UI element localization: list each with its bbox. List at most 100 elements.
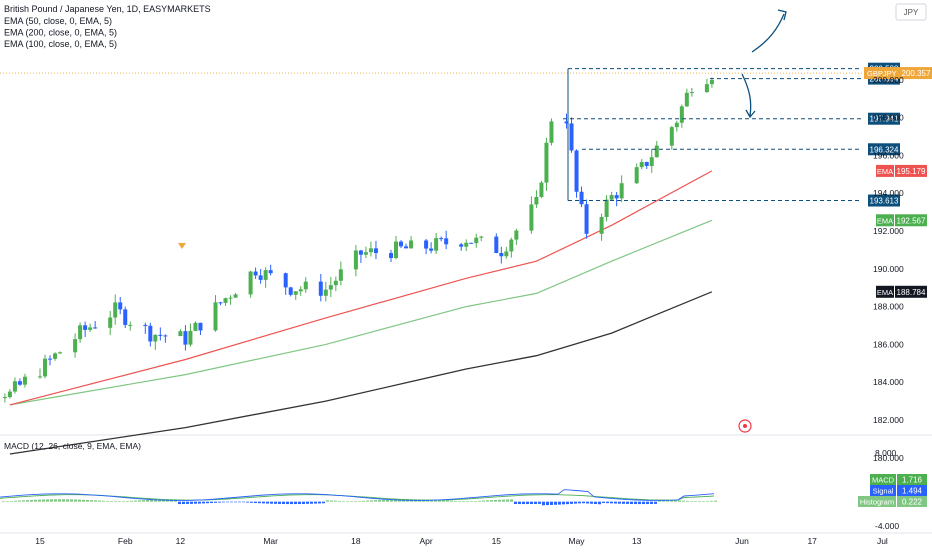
macd-tag <box>870 474 896 485</box>
macd-hist-bar <box>390 499 393 502</box>
macd-hist-bar <box>106 501 109 502</box>
macd-hist-bar <box>502 499 505 502</box>
candle-body <box>619 183 624 199</box>
candle-body <box>604 199 609 217</box>
candle-body <box>529 204 534 231</box>
candle-body <box>88 327 93 330</box>
down-arrow <box>741 73 752 117</box>
macd-hist-bar <box>462 501 465 502</box>
macd-hist-bar <box>386 499 389 502</box>
macd-hist-bar <box>54 499 57 502</box>
candle-body <box>544 142 549 183</box>
down-arrow-head <box>745 109 756 119</box>
candle-body <box>58 352 63 354</box>
macd-hist-bar <box>266 501 269 504</box>
macd-hist-bar <box>434 499 437 502</box>
candle-body <box>73 339 78 353</box>
macd-hist-bar <box>18 500 21 502</box>
macd-hist-bar <box>150 499 153 502</box>
x-tick-label: Mar <box>263 536 278 546</box>
candle-body <box>7 391 12 398</box>
macd-hist-bar <box>14 500 17 502</box>
macd-hist-bar <box>626 501 629 504</box>
macd-hist-bar <box>562 501 565 505</box>
macd-hist-bar <box>518 501 521 505</box>
candle-body <box>258 275 263 280</box>
y-tick-label: 200.000 <box>873 75 904 85</box>
macd-hist-bar <box>102 500 105 502</box>
ema-50-value: 195.179 <box>897 167 926 176</box>
macd-hist-bar <box>350 501 353 502</box>
macd-tag <box>870 485 896 496</box>
ema-100-value: 192.567 <box>897 216 926 225</box>
macd-value: 0.222 <box>902 498 923 507</box>
candle-body <box>283 273 288 288</box>
candle-body <box>564 121 569 124</box>
candle-body <box>614 195 619 199</box>
macd-hist-bar <box>642 501 645 505</box>
candle-body <box>293 291 298 295</box>
macd-hist-bar <box>74 499 77 502</box>
candle-body <box>409 240 414 249</box>
macd-hist-bar <box>342 501 345 502</box>
macd-hist-bar <box>202 501 205 504</box>
macd-hist-bar <box>126 501 129 502</box>
macd-hist-bar <box>154 499 157 502</box>
macd-hist-bar <box>22 500 25 502</box>
macd-hist-bar <box>598 501 601 505</box>
target-icon-dot <box>743 424 747 428</box>
candle-body <box>509 239 514 252</box>
macd-hist-bar <box>466 501 469 502</box>
candles <box>2 77 714 403</box>
macd-hist-bar <box>622 501 625 504</box>
macd-hist-bar <box>290 501 293 505</box>
candle-body <box>549 121 554 143</box>
candle-body <box>399 241 404 247</box>
x-tick-label: 15 <box>492 536 502 546</box>
ema-100-line <box>9 219 713 406</box>
candle-body <box>684 92 689 107</box>
ema-100-value-box <box>895 214 927 227</box>
x-tick-label: 13 <box>632 536 642 546</box>
candle-body <box>363 252 368 255</box>
macd-hist-bar <box>438 500 441 502</box>
y-tick-label: 186.000 <box>873 339 904 349</box>
macd-hist-bar <box>378 499 381 502</box>
macd-hist-bar <box>302 501 305 504</box>
x-tick-label: Feb <box>118 536 133 546</box>
candle-body <box>499 252 504 257</box>
macd-hist-bar <box>242 501 245 503</box>
y-tick-label: 190.000 <box>873 264 904 274</box>
macd-hist-bar <box>602 501 605 503</box>
candle-body <box>183 331 188 345</box>
macd-hist-bar <box>514 501 517 504</box>
macd-hist-bar <box>246 501 249 503</box>
x-tick-label: 17 <box>807 536 817 546</box>
candle-body <box>444 238 449 245</box>
macd-hist-bar <box>686 500 689 502</box>
macd-hist-bar <box>702 501 705 502</box>
macd-hist-bar <box>10 501 13 502</box>
currency-box <box>895 3 927 21</box>
up-arrow-head <box>777 9 787 21</box>
macd-hist-bar <box>238 501 241 503</box>
macd-value-box <box>897 496 927 507</box>
candle-body <box>599 216 604 234</box>
candle-body <box>569 123 574 151</box>
symbol-title: British Pound / Japanese Yen, 1D, EASYMA… <box>4 4 211 14</box>
macd-hist-bar <box>654 501 657 504</box>
macd-hist-bar <box>586 501 589 504</box>
macd-hist-bar <box>86 499 89 502</box>
candle-body <box>404 246 409 249</box>
macd-hist-bar <box>90 500 93 502</box>
candle-body <box>163 335 168 337</box>
macd-hist-bar <box>274 501 277 504</box>
macd-hist-bar <box>690 501 693 502</box>
macd-hist-bar <box>30 499 33 502</box>
candle-body <box>504 251 509 257</box>
macd-hist-bar <box>606 501 609 504</box>
macd-hist-bar <box>610 501 613 504</box>
macd-hist-bar <box>682 500 685 502</box>
